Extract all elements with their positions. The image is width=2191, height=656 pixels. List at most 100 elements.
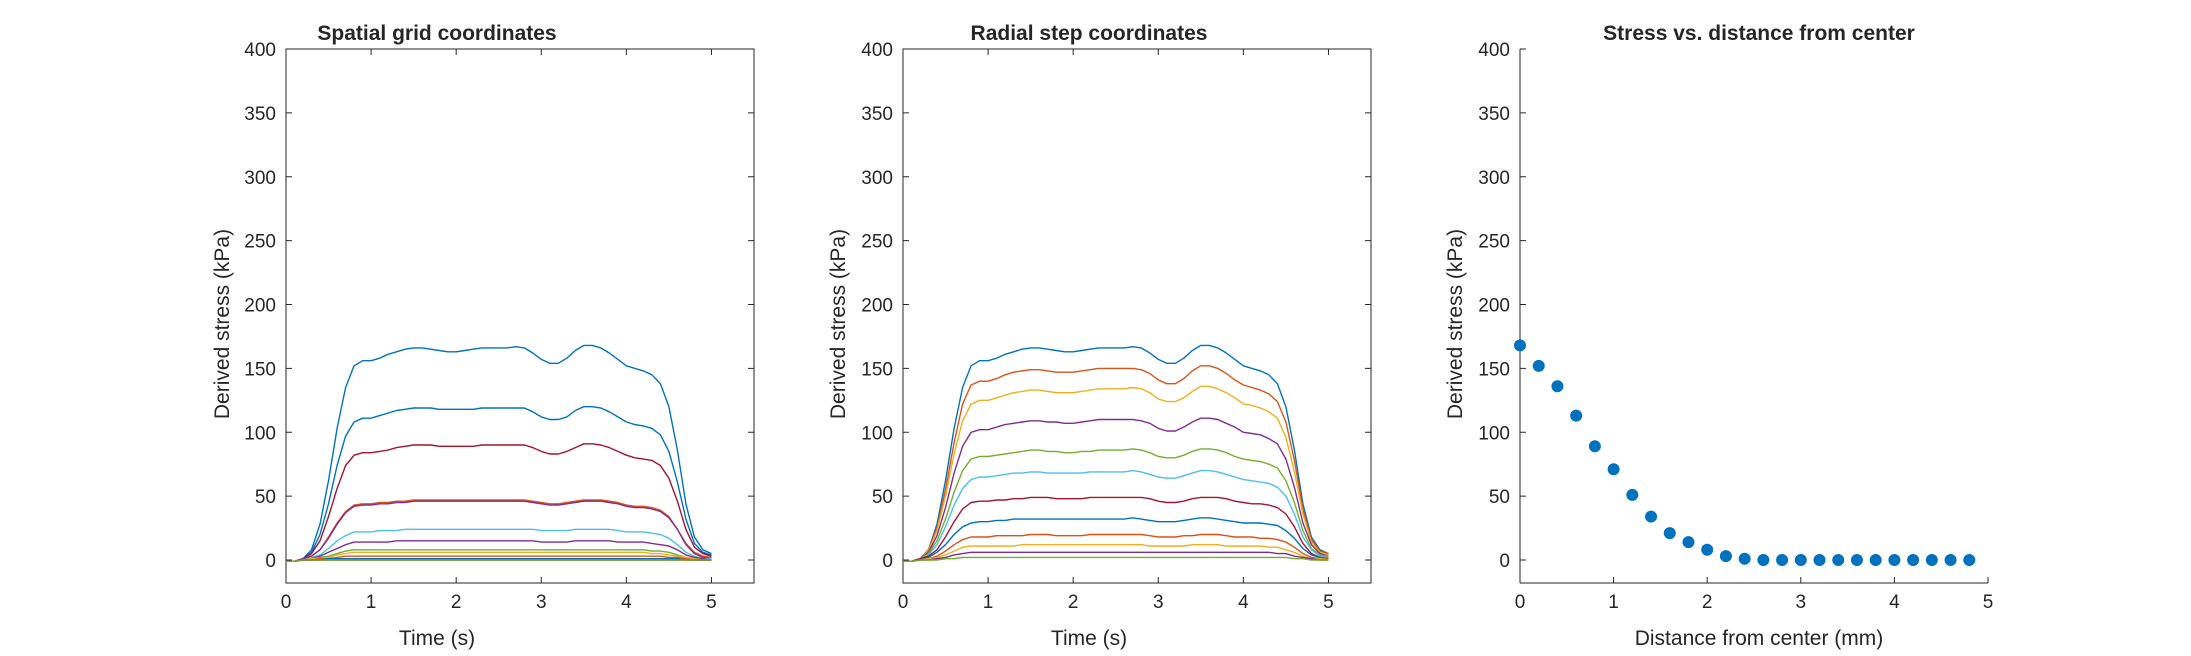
series-line-7 [903, 496, 1329, 562]
data-point [1588, 440, 1601, 453]
series-line-10 [286, 555, 712, 562]
x-tick-label: 3 [1153, 592, 1164, 613]
y-tick-label: 250 [861, 232, 893, 253]
x-tick-label: 1 [983, 592, 994, 613]
data-point [1663, 527, 1676, 540]
series-line-8 [286, 549, 712, 562]
y-tick-label: 250 [1478, 232, 1510, 253]
x-tick-label: 5 [1323, 592, 1334, 613]
data-point [1869, 554, 1882, 567]
series-line-6 [286, 528, 712, 562]
data-point [1776, 554, 1789, 567]
y-tick-label: 150 [1478, 359, 1510, 380]
series-line-2 [286, 406, 712, 562]
chart-title: Radial step coordinates [971, 22, 1208, 45]
series-line-11 [286, 558, 712, 562]
x-tick-label: 5 [1983, 592, 1994, 613]
y-tick-label: 400 [244, 40, 276, 61]
series-line-1 [903, 344, 1329, 562]
y-tick-label: 50 [255, 487, 276, 508]
y-tick-label: 100 [861, 423, 893, 444]
data-point [1813, 554, 1826, 567]
x-tick-label: 4 [1889, 592, 1900, 613]
data-point [1701, 543, 1714, 556]
x-axis-label: Time (s) [1051, 627, 1127, 650]
series-line-11 [903, 551, 1329, 562]
y-tick-label: 0 [882, 551, 893, 572]
x-tick-label: 1 [1608, 592, 1619, 613]
x-tick-label: 4 [621, 592, 632, 613]
series-line-9 [286, 551, 712, 562]
y-tick-label: 200 [244, 296, 276, 317]
x-tick-label: 2 [1068, 592, 1079, 613]
y-tick-label: 300 [244, 168, 276, 189]
y-tick-label: 100 [1478, 423, 1510, 444]
data-point [1794, 554, 1807, 567]
data-point [1532, 359, 1545, 372]
series-line-9 [903, 533, 1329, 562]
data-point [1907, 554, 1920, 567]
y-tick-label: 300 [1478, 168, 1510, 189]
data-point [1832, 554, 1845, 567]
y-tick-label: 0 [265, 551, 276, 572]
data-point [1888, 554, 1901, 567]
x-tick-label: 5 [706, 592, 717, 613]
data-point [1570, 409, 1583, 422]
axes-box [902, 48, 1372, 584]
data-point [1925, 554, 1938, 567]
series-line-8 [903, 517, 1329, 562]
data-point [1682, 536, 1695, 549]
y-axis-label: Derived stress (kPa) [827, 229, 850, 419]
x-tick-label: 0 [1515, 592, 1526, 613]
data-point [1607, 463, 1620, 476]
data-point [1944, 554, 1957, 567]
y-tick-label: 350 [1478, 104, 1510, 125]
x-axis-label: Time (s) [399, 627, 475, 650]
y-axis-label: Derived stress (kPa) [1444, 229, 1467, 419]
series-line-13 [286, 559, 712, 562]
y-tick-label: 150 [244, 359, 276, 380]
y-tick-label: 100 [244, 423, 276, 444]
data-point [1738, 552, 1751, 565]
plot-spatial-grid: Spatial grid coordinates Time (s) Derive… [211, 22, 755, 650]
y-tick-label: 400 [861, 40, 893, 61]
y-tick-label: 350 [244, 104, 276, 125]
series-line-10 [903, 544, 1329, 562]
data-point [1551, 380, 1564, 393]
series-line-12 [903, 556, 1329, 562]
y-tick-label: 200 [861, 296, 893, 317]
plot-stress-vs-distance: Stress vs. distance from center Distance… [1444, 22, 1993, 650]
y-axis-label: Derived stress (kPa) [211, 229, 234, 419]
series-line-3 [286, 443, 712, 562]
y-tick-label: 250 [244, 232, 276, 253]
y-tick-label: 400 [1478, 40, 1510, 61]
data-point [1626, 488, 1639, 501]
y-tick-label: 50 [872, 487, 893, 508]
series-line-4 [286, 499, 712, 562]
y-tick-label: 50 [1489, 487, 1510, 508]
x-tick-label: 3 [536, 592, 547, 613]
x-tick-label: 3 [1796, 592, 1807, 613]
data-point [1514, 339, 1526, 352]
x-tick-label: 0 [281, 592, 292, 613]
series-line-4 [903, 417, 1329, 562]
plot-radial-step: Radial step coordinates Time (s) Derived… [827, 22, 1372, 650]
x-tick-label: 2 [1702, 592, 1713, 613]
x-tick-label: 4 [1238, 592, 1249, 613]
data-point [1645, 510, 1658, 523]
y-tick-label: 0 [1499, 551, 1510, 572]
series-line-5 [903, 448, 1329, 562]
y-tick-label: 200 [1478, 296, 1510, 317]
series-line-2 [903, 365, 1329, 562]
y-tick-label: 300 [861, 168, 893, 189]
series-line-1 [286, 344, 712, 562]
chart-title: Stress vs. distance from center [1603, 22, 1915, 45]
data-point [1850, 554, 1863, 567]
series-line-5 [286, 500, 712, 562]
y-tick-label: 150 [861, 359, 893, 380]
data-point [1719, 550, 1732, 563]
series-line-6 [903, 469, 1329, 562]
x-tick-label: 0 [898, 592, 909, 613]
x-tick-label: 2 [451, 592, 462, 613]
